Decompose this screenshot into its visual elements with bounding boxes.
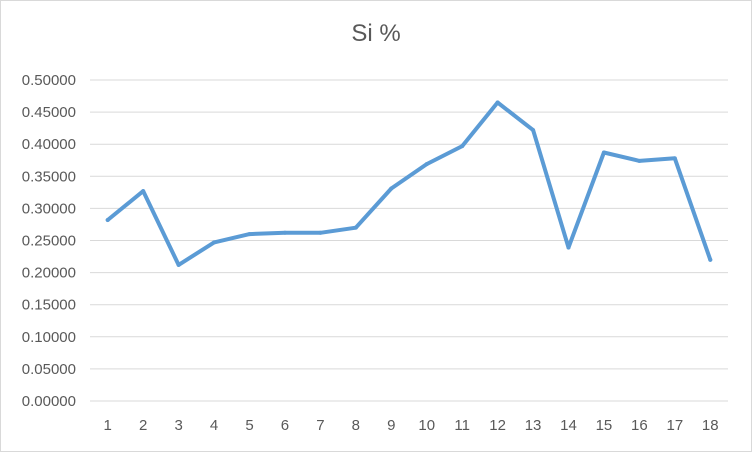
y-tick-label: 0.00000 [22, 393, 76, 410]
gridlines [90, 79, 728, 402]
x-tick-label: 1 [104, 417, 112, 434]
data-point [105, 217, 110, 222]
x-tick-label: 17 [666, 417, 683, 434]
x-tick-label: 16 [631, 417, 648, 434]
x-tick-label: 3 [174, 417, 182, 434]
y-tick-label: 0.05000 [22, 361, 76, 378]
data-point [637, 158, 642, 163]
x-tick-label: 11 [454, 417, 470, 434]
data-point [176, 262, 181, 267]
data-point [212, 240, 217, 245]
x-tick-label: 6 [281, 417, 289, 434]
x-tick-label: 13 [525, 417, 542, 434]
x-tick-label: 9 [387, 417, 395, 434]
data-point [672, 156, 677, 161]
y-tick-label: 0.30000 [22, 200, 76, 217]
x-tick-label: 14 [560, 417, 577, 434]
data-point [460, 144, 465, 149]
data-point [353, 225, 358, 230]
x-tick-label: 8 [352, 417, 360, 434]
x-tick-label: 4 [210, 417, 218, 434]
y-tick-label: 0.15000 [22, 297, 76, 314]
data-point [247, 232, 252, 237]
data-point [566, 245, 571, 250]
data-point [141, 189, 146, 194]
chart-title: Si % [351, 20, 401, 47]
y-tick-label: 0.20000 [22, 265, 76, 282]
x-tick-label: 7 [316, 417, 324, 434]
x-tick-label: 18 [702, 417, 719, 434]
x-tick-label: 10 [418, 417, 435, 434]
data-point [531, 128, 536, 133]
x-tick-label: 2 [139, 417, 147, 434]
series-line [105, 100, 713, 267]
data-point [495, 100, 500, 105]
y-tick-label: 0.10000 [22, 329, 76, 346]
x-tick-label: 5 [245, 417, 253, 434]
data-point [282, 230, 287, 235]
y-tick-label: 0.40000 [22, 136, 76, 153]
y-tick-label: 0.50000 [22, 72, 76, 89]
y-tick-label: 0.35000 [22, 168, 76, 185]
y-tick-label: 0.25000 [22, 233, 76, 250]
x-tick-label: 12 [489, 417, 506, 434]
data-point [318, 230, 323, 235]
x-axis-tick-labels: 1 2 3 4 5 6 7 8 9 10 11 12 13 14 15 16 17 18 [104, 417, 719, 434]
x-tick-label: 15 [596, 417, 613, 434]
y-tick-label: 0.45000 [22, 104, 76, 121]
data-point [601, 150, 606, 155]
data-point [424, 162, 429, 167]
data-point [708, 257, 713, 262]
y-axis-tick-labels: 0.00000 0.05000 0.10000 0.15000 0.20000 0.250… [22, 72, 76, 410]
series-layer [105, 100, 713, 267]
data-point [389, 186, 394, 191]
